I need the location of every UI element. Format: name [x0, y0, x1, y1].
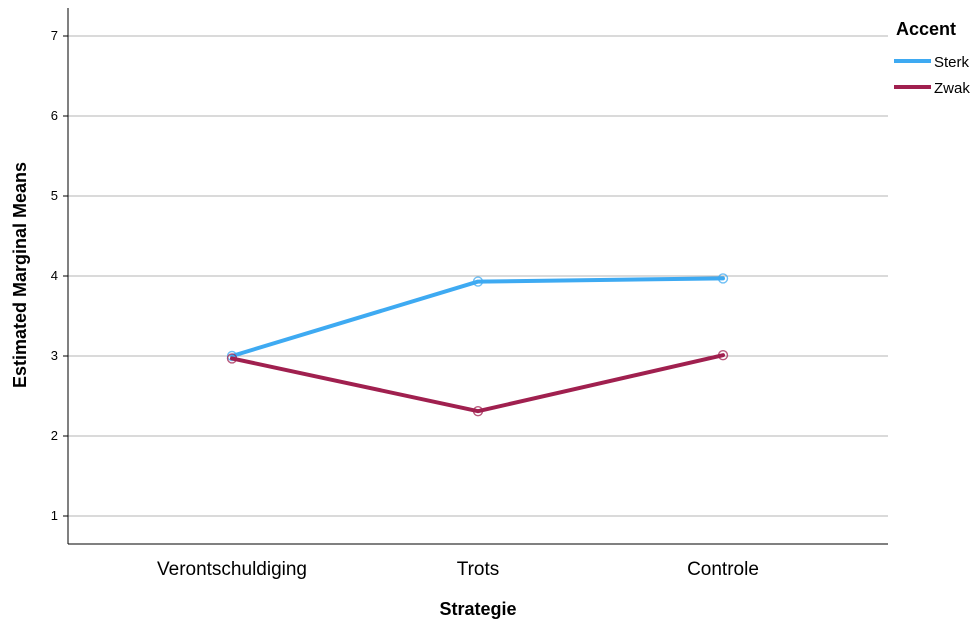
x-category-label: Verontschuldiging: [157, 559, 307, 580]
series: [226, 273, 729, 417]
data-point: [226, 353, 238, 364]
data-point: [472, 276, 484, 287]
x-category-label: Controle: [687, 559, 759, 580]
legend: Accent Sterk Zwak: [894, 19, 970, 97]
series-sterk: [226, 273, 729, 362]
y-tick-label: 6: [51, 108, 58, 123]
gridlines: [63, 35, 888, 517]
data-point: [717, 273, 729, 284]
series-line: [230, 353, 725, 414]
series-line: [230, 276, 725, 358]
legend-title: Accent: [896, 19, 956, 39]
y-tick-label: 4: [51, 268, 58, 283]
x-axis-title: Strategie: [439, 599, 516, 619]
axes: [67, 8, 888, 545]
y-tick-label: 7: [51, 28, 58, 43]
x-category-labels: Verontschuldiging Trots Controle: [157, 559, 759, 580]
x-category-label: Trots: [457, 559, 500, 580]
legend-items: Sterk Zwak: [894, 54, 970, 97]
legend-label: Sterk: [934, 54, 970, 71]
data-point: [472, 406, 484, 417]
series-zwak: [226, 350, 729, 417]
y-axis-title: Estimated Marginal Means: [10, 162, 30, 388]
y-tick-labels: 1 2 3 4 5 6 7: [51, 28, 58, 523]
y-tick-label: 3: [51, 348, 58, 363]
y-tick-label: 5: [51, 188, 58, 203]
y-tick-label: 2: [51, 428, 58, 443]
data-point: [717, 350, 729, 361]
y-tick-label: 1: [51, 508, 58, 523]
legend-label: Zwak: [934, 80, 970, 97]
